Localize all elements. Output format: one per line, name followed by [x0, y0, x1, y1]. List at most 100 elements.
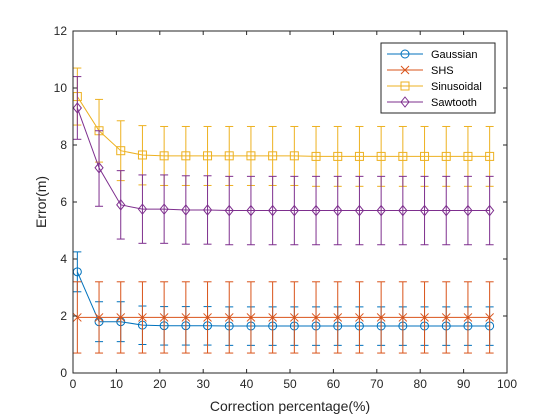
- legend-item-sinusoidal: Sinusoidal: [387, 81, 482, 93]
- data-point-sinusoidal: [311, 151, 321, 161]
- data-point-shs-stroke: [289, 313, 299, 322]
- data-point-shs: [268, 313, 277, 322]
- data-point-shs: [289, 313, 299, 322]
- data-point-sawtooth: [116, 199, 126, 211]
- data-point-sinusoidal: [203, 151, 213, 161]
- x-tick-label: 100: [497, 377, 517, 391]
- data-point-shs-stroke: [203, 313, 212, 322]
- data-point-shs: [333, 313, 343, 322]
- data-point-shs: [203, 313, 212, 322]
- data-point-sinusoidal: [116, 146, 126, 156]
- data-point-shs-stroke: [485, 313, 494, 322]
- data-point-sawtooth: [224, 204, 234, 217]
- data-point-sinusoidal: [289, 151, 299, 161]
- data-point-shs: [420, 313, 429, 322]
- data-point-sinusoidal: [224, 151, 234, 161]
- y-tick-label: 12: [54, 24, 68, 38]
- legend-marker-shs-stroke: [400, 65, 410, 75]
- legend: Gaussian SHS Sinusoidal Sawtooth: [380, 42, 496, 114]
- y-axis-label: Error(m): [33, 176, 49, 228]
- legend-label-sinusoidal: Sinusoidal: [431, 81, 482, 93]
- legend-marker-gaussian: [400, 49, 410, 59]
- data-point-shs-stroke: [333, 313, 343, 322]
- data-point-sawtooth: [484, 204, 495, 217]
- data-point-sawtooth: [311, 204, 321, 217]
- legend-item-sawtooth: Sawtooth: [387, 96, 477, 109]
- data-point-sinusoidal: [159, 151, 169, 161]
- data-point-shs-stroke: [94, 313, 104, 322]
- data-point-sawtooth: [376, 204, 386, 217]
- data-point-shs: [398, 313, 408, 322]
- data-point-sawtooth: [333, 204, 343, 217]
- data-point-sinusoidal: [463, 151, 473, 161]
- data-point-sinusoidal: [246, 151, 256, 161]
- x-tick-label: 90: [457, 377, 471, 391]
- data-point-sinusoidal: [137, 150, 147, 160]
- data-point-shs: [485, 313, 494, 322]
- series-sawtooth: [72, 76, 495, 246]
- data-point-shs-stroke: [355, 313, 364, 322]
- data-point-shs-stroke: [181, 313, 191, 322]
- x-tick-label: 30: [197, 377, 211, 391]
- data-point-sawtooth: [398, 204, 408, 217]
- data-point-shs: [463, 313, 473, 322]
- legend-label-sawtooth: Sawtooth: [431, 97, 477, 109]
- x-tick-label: 10: [110, 377, 124, 391]
- data-point-sinusoidal: [485, 151, 495, 161]
- data-point-shs: [441, 313, 451, 322]
- data-point-sawtooth: [289, 204, 299, 217]
- data-point-sawtooth: [354, 204, 365, 217]
- data-point-shs-stroke: [116, 313, 126, 322]
- data-point-shs-stroke: [420, 313, 429, 322]
- data-point-sawtooth: [181, 204, 191, 216]
- data-point-shs: [355, 313, 364, 322]
- data-point-shs-stroke: [376, 313, 386, 322]
- data-point-sinusoidal: [420, 151, 430, 161]
- data-point-shs: [376, 313, 386, 322]
- data-point-sawtooth: [441, 204, 451, 217]
- data-point-sawtooth: [159, 203, 169, 215]
- x-tick-label: 70: [370, 377, 384, 391]
- data-point-sinusoidal: [354, 151, 364, 161]
- data-point-shs-stroke: [441, 313, 451, 322]
- legend-marker-sinusoidal: [400, 81, 410, 91]
- data-point-sawtooth: [72, 102, 82, 114]
- data-point-shs-stroke: [268, 313, 277, 322]
- x-tick-label: 0: [70, 377, 77, 391]
- x-tick-label: 80: [414, 377, 428, 391]
- data-point-shs: [72, 313, 82, 322]
- y-tick-label: 2: [60, 309, 67, 323]
- data-point-shs-stroke: [311, 313, 321, 322]
- data-point-shs: [116, 313, 126, 322]
- x-tick-label: 60: [327, 377, 341, 391]
- data-point-sawtooth: [267, 204, 278, 217]
- x-axis-label: Correction percentage(%): [210, 398, 370, 414]
- data-point-shs-stroke: [398, 313, 408, 322]
- data-point-sinusoidal: [333, 151, 343, 161]
- legend-label-gaussian: Gaussian: [431, 49, 477, 61]
- y-tick-label: 0: [60, 366, 67, 380]
- y-tick-label: 10: [54, 81, 68, 95]
- data-point-shs-stroke: [138, 313, 147, 322]
- legend-marker-sawtooth: [400, 96, 410, 108]
- data-point-shs-stroke: [246, 313, 256, 322]
- axes-layer: 0 10 20 30 40 50 60 70 80 90 100 0 2 4 6 8 10 12: [54, 24, 518, 391]
- y-tick-label: 6: [60, 195, 67, 209]
- data-point-shs-stroke: [224, 313, 234, 322]
- legend-label-shs: SHS: [431, 65, 454, 77]
- data-point-shs: [181, 313, 191, 322]
- legend-box: [380, 42, 496, 114]
- data-point-shs: [311, 313, 321, 322]
- data-point-sinusoidal: [268, 151, 278, 161]
- data-point-sinusoidal: [376, 151, 386, 161]
- data-point-sinusoidal: [441, 151, 451, 161]
- x-tick-label: 40: [240, 377, 254, 391]
- data-point-sawtooth: [463, 204, 473, 217]
- data-point-shs-stroke: [72, 313, 82, 322]
- data-point-sawtooth: [202, 204, 213, 216]
- data-point-shs: [224, 313, 234, 322]
- data-point-sawtooth: [137, 203, 148, 215]
- data-point-sinusoidal: [181, 151, 191, 161]
- data-point-shs-stroke: [159, 313, 169, 322]
